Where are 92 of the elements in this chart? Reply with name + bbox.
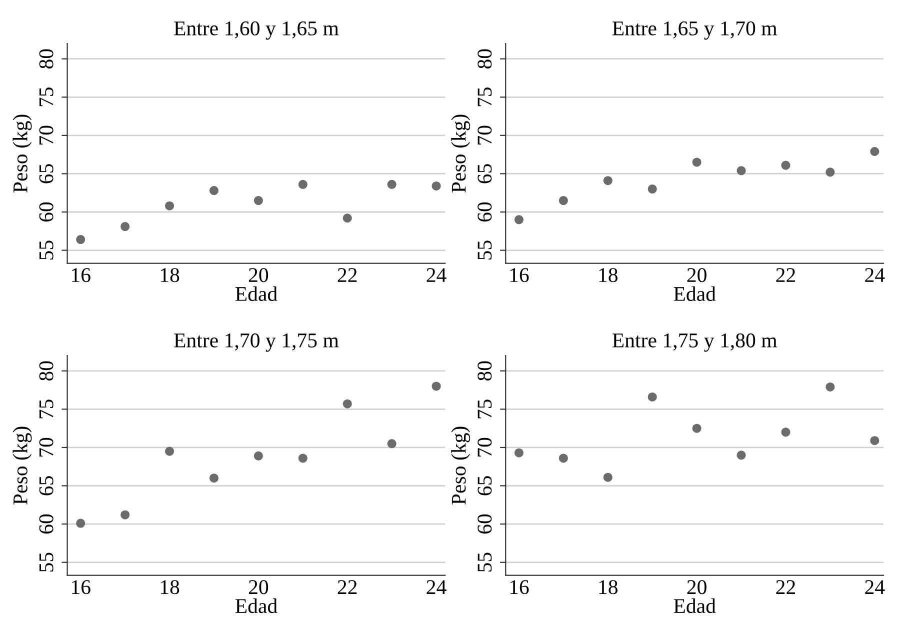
point bbox=[692, 158, 702, 167]
point bbox=[342, 214, 352, 223]
point bbox=[76, 518, 86, 528]
point bbox=[298, 180, 308, 189]
y-tick-label: 80 bbox=[39, 49, 54, 68]
chart-title: Entre 1,75 y 1,80 m bbox=[612, 333, 778, 352]
x-axis-title: Edad bbox=[674, 286, 716, 302]
y-tick-label: 75 bbox=[478, 400, 492, 418]
point bbox=[603, 472, 612, 482]
y-tick-label: 65 bbox=[478, 164, 492, 184]
x-tick-label: 20 bbox=[687, 268, 706, 282]
y-tick-label: 75 bbox=[39, 88, 54, 106]
y-axis-title: Peso (kg) bbox=[12, 114, 32, 192]
point bbox=[514, 448, 524, 458]
point bbox=[603, 176, 612, 186]
point bbox=[387, 439, 396, 448]
x-axis-title: Edad bbox=[235, 598, 278, 614]
y-tick-label: 70 bbox=[478, 126, 492, 144]
y-tick-label: 55 bbox=[478, 240, 492, 260]
x-axis-title: Edad bbox=[235, 286, 278, 302]
y-tick-label: 70 bbox=[39, 438, 54, 457]
point bbox=[692, 424, 702, 433]
point bbox=[432, 181, 441, 190]
y-tick-label: 75 bbox=[39, 400, 54, 418]
x-tick-label: 16 bbox=[510, 580, 529, 594]
y-tick-label: 65 bbox=[39, 164, 54, 184]
point bbox=[387, 180, 396, 189]
point bbox=[826, 382, 835, 392]
y-tick-label: 75 bbox=[478, 88, 492, 106]
y-axis-title: Peso (kg) bbox=[12, 426, 32, 505]
y-tick-label: 70 bbox=[39, 126, 54, 144]
point bbox=[870, 147, 880, 156]
point bbox=[165, 446, 174, 456]
point bbox=[342, 399, 352, 408]
point bbox=[736, 450, 746, 460]
point bbox=[165, 201, 174, 210]
y-tick-label: 60 bbox=[39, 202, 54, 222]
x-tick-label: 22 bbox=[338, 580, 357, 594]
y-tick-label: 65 bbox=[478, 476, 492, 496]
x-tick-label: 24 bbox=[865, 580, 885, 594]
x-tick-label: 24 bbox=[426, 580, 446, 594]
point bbox=[781, 160, 790, 170]
x-tick-label: 24 bbox=[865, 268, 885, 282]
chart-title: Entre 1,60 y 1,65 m bbox=[174, 21, 339, 40]
x-tick-label: 24 bbox=[426, 268, 446, 282]
x-axis-title: Edad bbox=[674, 598, 716, 614]
chart-title: Entre 1,70 y 1,75 m bbox=[174, 333, 339, 352]
y-tick-label: 80 bbox=[478, 49, 492, 68]
y-tick-label: 60 bbox=[478, 202, 492, 222]
point bbox=[870, 436, 880, 446]
x-tick-label: 22 bbox=[776, 580, 795, 594]
point bbox=[209, 474, 218, 483]
y-tick-label: 60 bbox=[478, 514, 492, 534]
x-tick-label: 18 bbox=[599, 580, 618, 594]
point bbox=[558, 196, 568, 206]
y-tick-label: 60 bbox=[39, 514, 54, 534]
point bbox=[648, 392, 657, 402]
x-tick-label: 18 bbox=[160, 268, 180, 282]
y-tick-label: 55 bbox=[39, 552, 54, 572]
point bbox=[781, 428, 790, 437]
point bbox=[76, 235, 86, 244]
point bbox=[558, 454, 568, 463]
x-tick-label: 16 bbox=[72, 268, 90, 282]
y-tick-label: 55 bbox=[39, 240, 54, 260]
chart-title: Entre 1,65 y 1,70 m bbox=[612, 21, 778, 40]
x-tick-label: 20 bbox=[248, 580, 268, 594]
x-tick-label: 20 bbox=[687, 580, 706, 594]
point bbox=[254, 451, 263, 460]
point bbox=[736, 166, 746, 176]
x-tick-label: 16 bbox=[510, 268, 529, 282]
y-tick-label: 55 bbox=[478, 552, 492, 572]
y-tick-label: 70 bbox=[478, 438, 492, 457]
x-tick-label: 18 bbox=[599, 268, 618, 282]
point bbox=[254, 196, 263, 206]
point bbox=[298, 454, 308, 463]
point bbox=[120, 222, 130, 232]
x-tick-label: 20 bbox=[248, 268, 268, 282]
point bbox=[120, 510, 130, 520]
point bbox=[209, 186, 218, 196]
point bbox=[826, 168, 835, 177]
x-tick-label: 16 bbox=[72, 580, 90, 594]
y-axis-title: Peso (kg) bbox=[451, 114, 470, 192]
y-tick-label: 65 bbox=[39, 476, 54, 496]
y-tick-label: 80 bbox=[478, 361, 492, 381]
point bbox=[514, 215, 524, 224]
x-tick-label: 22 bbox=[338, 268, 357, 282]
y-axis-title: Peso (kg) bbox=[451, 426, 470, 505]
y-tick-label: 80 bbox=[39, 361, 54, 381]
x-tick-label: 18 bbox=[160, 580, 180, 594]
point bbox=[432, 382, 441, 391]
x-tick-label: 22 bbox=[776, 268, 795, 282]
point bbox=[648, 184, 657, 194]
